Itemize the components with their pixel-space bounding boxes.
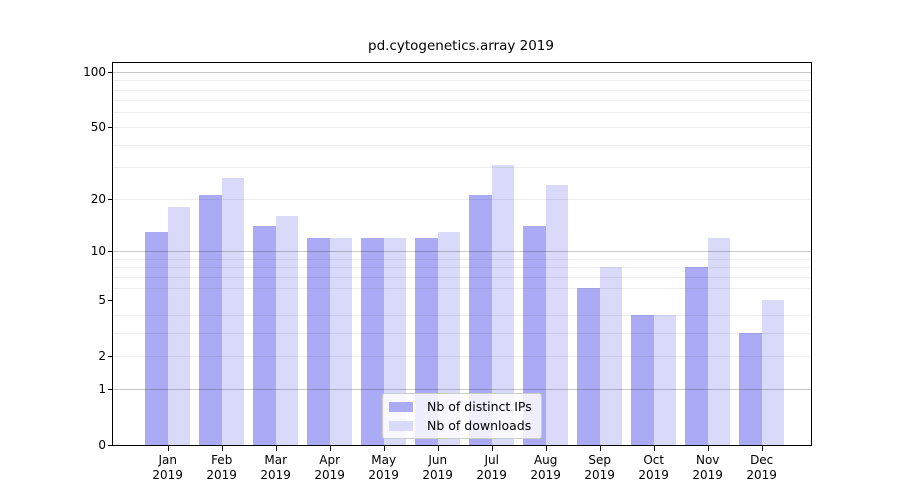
legend-item-distinct-ips: Nb of distinct IPs xyxy=(389,399,532,414)
bar-downloads-jul xyxy=(491,164,515,445)
bar-distinct-ips-may xyxy=(361,237,384,445)
y-axis-tick-label-100: 100 xyxy=(83,64,106,79)
legend-label-downloads: Nb of downloads xyxy=(427,418,532,433)
x-axis-tick-oct xyxy=(653,446,655,451)
x-axis-tick-label-jun: Jun 2019 xyxy=(422,453,453,482)
bar-distinct-ips-nov xyxy=(685,267,708,445)
y-axis-tick-0 xyxy=(108,445,113,446)
x-axis-tick-feb xyxy=(221,446,223,451)
x-axis-tick-dec xyxy=(761,446,763,451)
gridline-y-1 xyxy=(113,388,811,390)
gridline-y-3 xyxy=(113,332,811,334)
x-axis-tick-jun xyxy=(437,446,439,451)
gridline-y-6 xyxy=(113,287,811,289)
y-axis-tick-label-0: 0 xyxy=(98,438,106,452)
x-axis-tick-sep xyxy=(599,446,601,451)
gridline-y-9 xyxy=(113,258,811,260)
gridline-y-70 xyxy=(113,100,811,102)
bar-downloads-jun xyxy=(437,231,461,445)
legend-item-downloads: Nb of downloads xyxy=(389,418,532,433)
bar-distinct-ips-jul xyxy=(469,194,492,445)
y-axis-tick-label-5: 5 xyxy=(98,293,106,307)
legend-swatch-downloads xyxy=(389,420,413,431)
y-axis-tick-label-2: 2 xyxy=(98,349,106,364)
x-axis-tick-label-sep: Sep 2019 xyxy=(584,453,615,482)
y-axis-tick-2 xyxy=(108,356,113,358)
x-axis-tick-label-dec: Dec 2019 xyxy=(746,453,777,482)
bar-downloads-nov xyxy=(707,237,731,445)
x-axis-tick-label-may: May 2019 xyxy=(368,453,399,482)
x-axis-tick-label-oct: Oct 2019 xyxy=(638,453,669,482)
x-axis-tick-label-mar: Mar 2019 xyxy=(260,453,291,482)
bar-downloads-feb xyxy=(221,178,245,445)
bar-distinct-ips-jan xyxy=(145,231,168,445)
gridline-y-8 xyxy=(113,267,811,269)
bar-distinct-ips-oct xyxy=(631,314,654,445)
bar-downloads-oct xyxy=(653,314,677,445)
gridline-y-50 xyxy=(113,126,811,128)
y-axis-tick-100 xyxy=(108,71,113,73)
bar-downloads-dec xyxy=(761,300,785,445)
y-axis-tick-10 xyxy=(108,251,113,252)
y-axis-tick-label-10: 10 xyxy=(90,244,106,258)
legend-swatch-distinct-ips xyxy=(389,401,413,412)
bar-downloads-mar xyxy=(275,215,299,445)
x-axis-tick-label-jan: Jan 2019 xyxy=(152,453,183,482)
x-axis-tick-label-aug: Aug 2019 xyxy=(530,453,561,482)
y-axis-tick-label-50: 50 xyxy=(90,119,106,134)
x-axis-tick-label-nov: Nov 2019 xyxy=(692,453,723,482)
x-axis-tick-jul xyxy=(491,446,493,451)
y-axis-tick-label-1: 1 xyxy=(98,381,106,396)
y-axis-tick-label-20: 20 xyxy=(90,191,106,206)
bar-distinct-ips-aug xyxy=(523,225,546,445)
bar-distinct-ips-mar xyxy=(253,225,276,445)
bar-distinct-ips-feb xyxy=(199,194,222,445)
gridline-y-30 xyxy=(113,167,811,169)
chart-title: pd.cytogenetics.array 2019 xyxy=(368,38,554,54)
legend-label-distinct-ips: Nb of distinct IPs xyxy=(427,399,532,414)
x-axis-tick-label-jul: Jul 2019 xyxy=(476,453,507,482)
x-axis-tick-apr xyxy=(329,446,331,451)
bar-downloads-aug xyxy=(545,184,569,445)
y-axis-tick-1 xyxy=(108,388,113,390)
bar-distinct-ips-dec xyxy=(739,332,762,445)
x-axis-tick-label-feb: Feb 2019 xyxy=(206,453,237,482)
x-axis-tick-may xyxy=(383,446,385,451)
bar-distinct-ips-sep xyxy=(577,287,600,445)
bar-downloads-apr xyxy=(329,237,353,445)
bar-downloads-sep xyxy=(599,267,623,445)
x-axis-tick-jan xyxy=(167,446,169,451)
gridline-y-100 xyxy=(113,71,811,73)
x-axis-tick-nov xyxy=(707,446,709,451)
gridline-y-4 xyxy=(113,314,811,316)
gridline-y-2 xyxy=(113,356,811,358)
gridline-y-20 xyxy=(113,198,811,200)
gridline-y-40 xyxy=(113,144,811,146)
x-axis-tick-mar xyxy=(275,446,277,451)
y-axis-tick-20 xyxy=(108,198,113,200)
gridline-y-80 xyxy=(113,89,811,91)
gridline-y-7 xyxy=(113,276,811,278)
gridline-y-60 xyxy=(113,112,811,114)
y-axis-tick-5 xyxy=(108,300,113,301)
x-axis-tick-label-apr: Apr 2019 xyxy=(314,453,345,482)
legend: Nb of distinct IPs Nb of downloads xyxy=(382,393,542,439)
bar-distinct-ips-apr xyxy=(307,237,330,445)
y-axis-tick-50 xyxy=(108,126,113,128)
x-axis-tick-aug xyxy=(545,446,547,451)
gridline-y-90 xyxy=(113,80,811,82)
gridline-y-10 xyxy=(113,251,811,252)
plot-area: 0 1 2 5 10 20 50 100 Jan 2019 Feb 2019 Mar 2019 Apr 201… xyxy=(83,62,812,482)
bar-downloads-jan xyxy=(167,206,191,445)
